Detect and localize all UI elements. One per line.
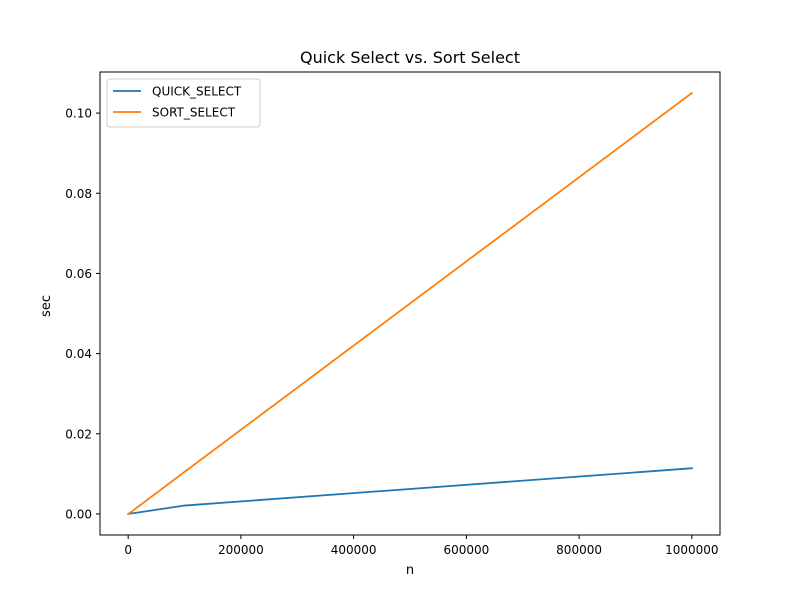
- x-axis-label: n: [406, 563, 414, 578]
- y-tick-label: 0.00: [65, 507, 92, 521]
- y-axis: 0.00 0.02 0.04 0.06 0.08 0.10: [65, 107, 100, 521]
- x-axis: 0 200000 400000 600000 800000 1000000: [124, 535, 719, 557]
- series-line-quick-select: [126, 467, 693, 516]
- x-tick-label: 0: [124, 543, 132, 557]
- x-tick-label: 200000: [218, 543, 264, 557]
- y-tick-label: 0.02: [65, 427, 92, 441]
- legend: QUICK_SELECT SORT_SELECT: [106, 78, 261, 128]
- x-tick-label: 800000: [556, 543, 602, 557]
- x-tick-label: 400000: [331, 543, 377, 557]
- y-tick-label: 0.08: [65, 187, 92, 201]
- y-axis-label: sec: [39, 295, 54, 317]
- plot-area: [99, 71, 721, 536]
- y-tick-label: 0.06: [65, 267, 92, 281]
- chart-title: Quick Select vs. Sort Select: [300, 48, 520, 67]
- axes-frame: [99, 71, 721, 536]
- y-tick-label: 0.04: [65, 347, 92, 361]
- x-tick-label: 600000: [443, 543, 489, 557]
- legend-label: QUICK_SELECT: [152, 85, 242, 99]
- x-tick-label: 1000000: [665, 543, 718, 557]
- y-tick-label: 0.10: [65, 107, 92, 121]
- series-line-sort-select: [126, 91, 694, 516]
- legend-label: SORT_SELECT: [152, 106, 236, 120]
- legend-box: [106, 78, 261, 128]
